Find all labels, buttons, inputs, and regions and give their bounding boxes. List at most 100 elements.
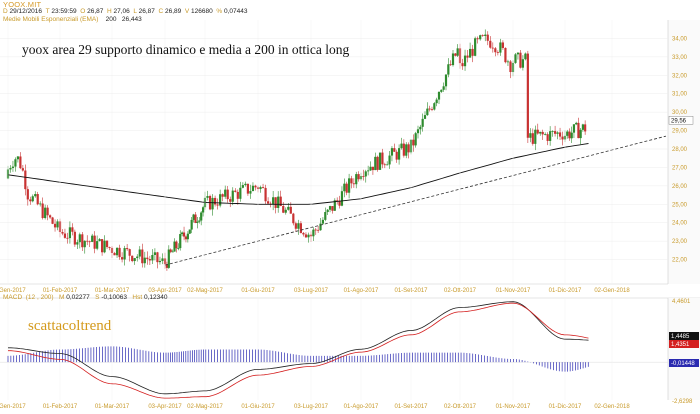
macd-m-key: M <box>59 294 65 301</box>
candle-body-203 <box>494 48 497 53</box>
candle-body-236 <box>575 122 578 125</box>
candle-body-170 <box>414 133 417 146</box>
candle-body-69 <box>175 241 178 249</box>
price-y-axis: 34,00 33,00 32,00 31,00 30,00 29,00 28,00 27,00… <box>668 36 694 264</box>
macd-x-tick-11: 01-Dic-2017 <box>549 404 582 410</box>
candle-body-103 <box>251 185 255 192</box>
candle-body-182 <box>442 86 445 90</box>
price-x-tick-7: 01-Ago-2017 <box>344 288 379 294</box>
candle-body-211 <box>514 54 517 63</box>
candle-body-25 <box>68 227 72 239</box>
candle-body-178 <box>433 103 436 110</box>
candle-body-107 <box>261 187 265 188</box>
symbol-title: YOOX.MIT <box>3 0 42 9</box>
macd-header: MACD (12 , 200) M 0,02277 S -0,10063 Hst… <box>3 294 167 301</box>
candle-body-68 <box>173 241 176 252</box>
candle-body-2 <box>11 166 15 169</box>
candle-body-48 <box>126 248 129 250</box>
candle-body-200 <box>486 34 489 41</box>
candle-body-133 <box>326 209 329 213</box>
candle-body-123 <box>302 232 305 235</box>
indicator-period: 200 <box>105 16 117 23</box>
macd-panel-grid <box>0 297 700 400</box>
candle-body-100 <box>244 183 247 186</box>
candle-body-66 <box>169 249 172 252</box>
candle-body-196 <box>476 38 479 40</box>
candle-body-152 <box>371 166 375 171</box>
candle-body-120 <box>294 223 297 229</box>
candle-body-221 <box>539 131 542 134</box>
candle-body-215 <box>524 53 527 60</box>
candle-body-192 <box>466 55 469 58</box>
macd-hst-key: Hst <box>132 294 143 301</box>
quote-row: D 29/12/2016 T 23:59:59 O 26,87 H 27,06 … <box>3 8 251 16</box>
candle-body-161 <box>393 148 396 152</box>
candle-body-41 <box>108 247 111 248</box>
candle-body-4 <box>16 156 20 160</box>
price-tick-6: 28,00 <box>672 147 688 153</box>
candle-body-167 <box>407 144 410 153</box>
quote-value-1: 23:59:59 <box>51 8 79 15</box>
candle-body-13 <box>39 203 42 205</box>
candle-body-179 <box>435 99 438 104</box>
candle-body-93 <box>226 189 229 200</box>
candle-body-75 <box>186 233 189 240</box>
candle-body-143 <box>350 178 353 184</box>
candle-body-104 <box>254 185 257 188</box>
candle-body-190 <box>461 63 464 67</box>
candle-body-94 <box>229 199 232 202</box>
candle-body-96 <box>234 190 237 192</box>
candle-body-229 <box>558 132 562 137</box>
indicator-label: Medie Mobili Esponenziali (EMA) <box>3 16 99 23</box>
candle-body-137 <box>336 200 339 202</box>
candle-body-29 <box>78 234 81 243</box>
candle-body-138 <box>338 200 341 206</box>
candle-body-146 <box>357 174 360 180</box>
macd-params: (12 , 200) <box>25 294 54 301</box>
quote-key-0: D <box>3 8 10 15</box>
candle-body-163 <box>397 148 401 160</box>
candle-body-98 <box>239 187 242 199</box>
price-x-tick-3: 03-Apr-2017 <box>148 288 182 294</box>
candle-body-125 <box>307 234 310 238</box>
candle-body-54 <box>141 249 144 264</box>
candle-body-58 <box>151 254 154 261</box>
candle-body-73 <box>182 232 186 237</box>
candle-body-116 <box>284 209 287 213</box>
candle-body-150 <box>367 170 370 172</box>
candle-body-148 <box>362 176 365 177</box>
macd-tick-bottom: -2,6298 <box>672 399 693 405</box>
price-x-tick-12: 02-Gen-2018 <box>594 288 630 294</box>
candle-body-57 <box>148 259 151 261</box>
candle-body-232 <box>566 131 569 136</box>
candle-body-82 <box>200 212 203 221</box>
price-tick-5: 29,00 <box>672 129 688 135</box>
candle-body-129 <box>317 229 320 231</box>
candle-body-234 <box>570 132 573 139</box>
macd-x-tick-3: 03-Apr-2017 <box>148 404 182 410</box>
candle-body-39 <box>103 240 106 253</box>
candle-body-12 <box>36 194 39 205</box>
candle-body-77 <box>190 219 193 230</box>
candle-body-153 <box>374 156 377 171</box>
candle-body-222 <box>541 131 544 135</box>
candle-body-197 <box>479 35 482 40</box>
candle-body-195 <box>474 38 477 56</box>
candle-body-199 <box>484 34 487 36</box>
candle-body-85 <box>206 196 209 198</box>
candle-body-28 <box>76 242 79 245</box>
candle-body-53 <box>138 249 141 257</box>
candle-body-155 <box>378 152 382 170</box>
candle-body-5 <box>19 156 22 169</box>
quote-value-4: 26,87 <box>138 8 157 15</box>
candle-body-32 <box>86 240 89 242</box>
price-x-tick-5: 01-Giu-2017 <box>241 288 275 294</box>
price-tick-3: 31,00 <box>672 92 688 98</box>
candle-body-115 <box>282 206 285 213</box>
quote-key-5: C <box>158 8 165 15</box>
candle-body-88 <box>213 197 217 205</box>
candle-body-80 <box>196 221 199 223</box>
candle-body-117 <box>287 206 290 210</box>
price-tick-1: 33,00 <box>672 55 688 61</box>
candle-body-233 <box>568 131 571 139</box>
